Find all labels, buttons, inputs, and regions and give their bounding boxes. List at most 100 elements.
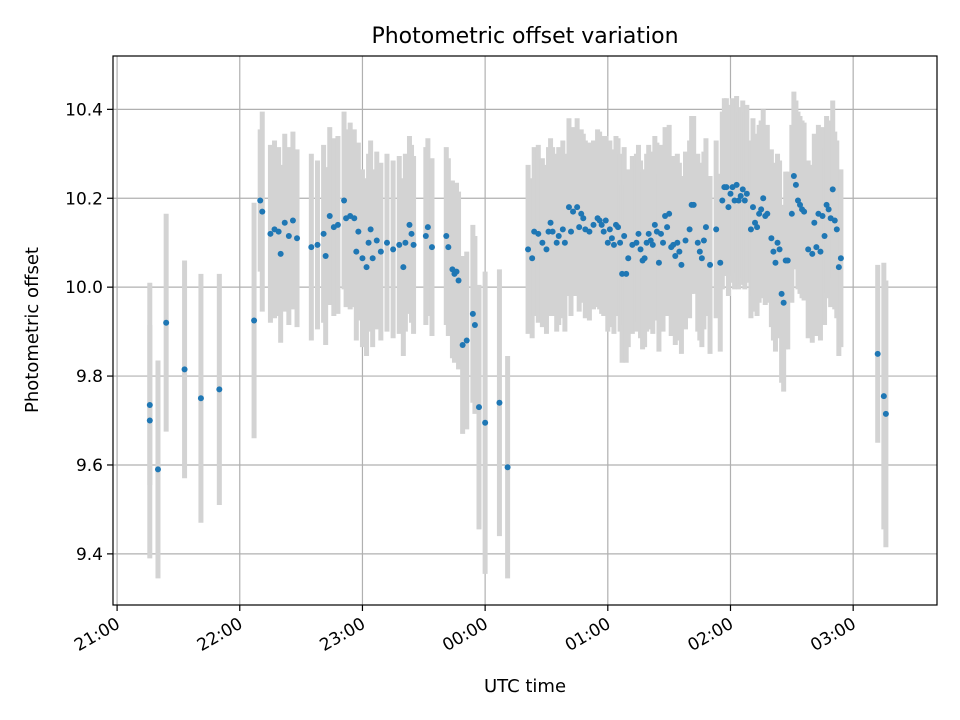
data-point <box>696 248 703 255</box>
data-point <box>586 228 593 235</box>
data-point <box>835 264 842 271</box>
data-point <box>322 253 329 260</box>
data-point <box>819 213 826 220</box>
y-tick-label: 10.4 <box>65 100 103 120</box>
data-point <box>678 261 685 268</box>
data-point <box>369 255 376 262</box>
data-point <box>660 239 667 246</box>
data-point <box>267 230 274 237</box>
data-point <box>410 241 417 248</box>
data-point <box>475 404 482 411</box>
data-point <box>727 190 734 197</box>
data-point <box>559 226 566 233</box>
data-point <box>363 264 370 271</box>
data-point <box>698 255 705 262</box>
data-point <box>625 255 632 262</box>
data-point <box>641 255 648 262</box>
data-point <box>674 239 681 246</box>
data-point <box>758 206 765 213</box>
data-point <box>163 319 170 326</box>
data-point <box>737 193 744 200</box>
data-point <box>655 259 662 266</box>
data-point <box>463 337 470 344</box>
data-point <box>811 219 818 226</box>
data-point <box>482 419 489 426</box>
x-axis-ticks: 21:00 22:00 23:00 00:00 01:00 02:00 03:00 <box>71 605 860 656</box>
data-point <box>377 248 384 255</box>
data-point <box>275 228 282 235</box>
data-point <box>637 246 644 253</box>
data-point <box>289 217 296 224</box>
data-point <box>334 221 341 228</box>
y-tick-label: 9.6 <box>76 456 103 476</box>
data-point <box>154 466 161 473</box>
data-point <box>623 270 630 277</box>
data-point <box>547 219 554 226</box>
data-point <box>788 210 795 217</box>
data-point <box>373 237 380 244</box>
data-point <box>320 230 327 237</box>
data-point <box>813 244 820 251</box>
data-point <box>351 215 358 222</box>
data-point <box>539 239 546 246</box>
data-point <box>739 186 746 193</box>
data-point <box>615 224 622 231</box>
data-point <box>604 239 611 246</box>
data-point <box>635 230 642 237</box>
data-point <box>197 395 204 402</box>
data-point <box>784 257 791 264</box>
data-point <box>281 219 288 226</box>
y-tick-label: 10.2 <box>65 189 103 209</box>
y-axis-label: Photometric offset <box>22 247 43 413</box>
x-tick-label: 21:00 <box>71 614 123 656</box>
y-tick-label: 9.4 <box>76 545 103 565</box>
y-tick-label: 10.0 <box>65 278 103 298</box>
data-point <box>768 235 775 242</box>
data-point <box>146 401 153 408</box>
data-point <box>645 230 652 237</box>
data-point <box>801 208 808 215</box>
data-point <box>792 181 799 188</box>
data-point <box>455 277 462 284</box>
data-point <box>821 233 828 240</box>
data-point <box>525 246 532 253</box>
data-point <box>702 224 709 231</box>
data-point <box>664 224 671 231</box>
data-point <box>365 239 372 246</box>
data-point <box>833 226 840 233</box>
data-point <box>277 250 284 257</box>
data-point <box>146 417 153 424</box>
data-point <box>874 350 881 357</box>
data-point <box>326 213 333 220</box>
data-point <box>717 259 724 266</box>
data-point <box>600 228 607 235</box>
data-point <box>657 230 664 237</box>
x-tick-label: 03:00 <box>807 614 859 656</box>
data-point <box>649 241 656 248</box>
data-point <box>259 208 266 215</box>
data-point <box>747 226 754 233</box>
data-point <box>561 239 568 246</box>
data-point <box>776 246 783 253</box>
data-point <box>809 250 816 257</box>
data-point <box>443 233 450 240</box>
data-point <box>406 221 413 228</box>
data-point <box>754 224 761 231</box>
data-point <box>445 244 452 251</box>
data-point <box>408 230 415 237</box>
data-point <box>428 244 435 251</box>
y-tick-label: 9.8 <box>76 367 103 387</box>
data-point <box>359 255 366 262</box>
data-point <box>424 224 431 231</box>
data-point <box>341 197 348 204</box>
data-point <box>633 239 640 246</box>
data-point <box>764 210 771 217</box>
data-point <box>535 230 542 237</box>
x-tick-label: 02:00 <box>685 614 737 656</box>
x-axis-label: UTC time <box>484 676 566 697</box>
data-point <box>216 386 223 393</box>
data-point <box>471 321 478 328</box>
data-point <box>285 233 292 240</box>
data-point <box>725 204 732 211</box>
data-point <box>402 239 409 246</box>
